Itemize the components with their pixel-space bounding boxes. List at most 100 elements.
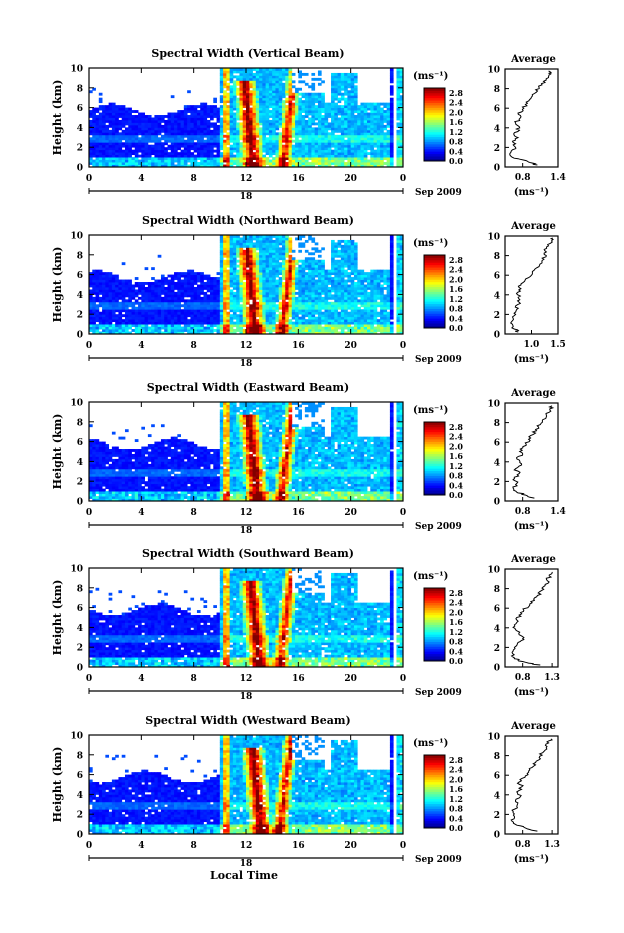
heatmap-cell — [148, 285, 152, 288]
heatmap-cell — [289, 115, 293, 118]
heatmap-cell — [197, 314, 201, 317]
heatmap-cell — [325, 110, 329, 113]
heatmap-cell — [308, 292, 312, 295]
heatmap-cell — [151, 299, 155, 302]
heatmap-cell — [318, 265, 322, 268]
heatmap-cell — [302, 140, 306, 143]
heatmap-cell — [298, 88, 302, 91]
heatmap-cell — [233, 157, 237, 160]
heatmap-cell — [285, 322, 289, 325]
heatmap-cell — [328, 302, 332, 305]
heatmap-cell — [289, 304, 293, 307]
heatmap-cell — [203, 135, 207, 138]
heatmap-cell — [138, 302, 142, 305]
heatmap-cell — [141, 327, 145, 330]
heatmap-cell — [282, 135, 286, 138]
heatmap-cell — [125, 145, 129, 148]
heatmap-cell — [118, 145, 122, 148]
heatmap-cell — [328, 287, 332, 290]
heatmap-cell — [217, 292, 221, 295]
heatmap-cell — [135, 125, 139, 128]
heatmap-cell — [334, 78, 338, 81]
heatmap-cell — [174, 304, 178, 307]
heatmap-cell — [275, 307, 279, 310]
heatmap-cell — [344, 118, 348, 121]
heatmap-cell — [148, 125, 152, 128]
heatmap-cell — [311, 122, 315, 125]
heatmap-cell — [295, 90, 299, 93]
heatmap-cell — [328, 113, 332, 116]
heatmap-cell — [148, 140, 152, 143]
heatmap-cell — [115, 157, 119, 160]
heatmap-cell — [338, 98, 342, 101]
heatmap-cell — [154, 287, 158, 290]
colorbar-tick-label: 2.0 — [449, 107, 463, 117]
heatmap-cell — [298, 280, 302, 283]
heatmap-cell — [275, 100, 279, 103]
heatmap-cell — [236, 314, 240, 317]
heatmap-cell — [380, 162, 384, 165]
heatmap-cell — [302, 147, 306, 150]
heatmap-cell — [311, 145, 315, 148]
heatmap-cell — [331, 145, 335, 148]
heatmap-cell — [295, 98, 299, 101]
heatmap-cell — [370, 152, 374, 155]
heatmap-cell — [259, 100, 263, 103]
heatmap-cell — [311, 267, 315, 270]
heatmap-cell — [347, 135, 351, 138]
heatmap-cell — [328, 155, 332, 158]
heatmap-cell — [125, 280, 129, 283]
heatmap-cell — [292, 309, 296, 312]
heatmap-cell — [99, 160, 103, 163]
heatmap-cell — [298, 267, 302, 270]
heatmap-cell — [99, 302, 103, 305]
heatmap-cell — [217, 118, 221, 121]
heatmap-cell — [233, 307, 237, 310]
heatmap-cell — [269, 247, 273, 250]
heatmap-cell — [177, 297, 181, 300]
heatmap-cell — [203, 125, 207, 128]
heatmap-cell — [318, 110, 322, 113]
heatmap-cell — [275, 327, 279, 330]
heatmap-cell — [220, 140, 224, 143]
heatmap-cell — [171, 135, 175, 138]
heatmap-cell — [99, 314, 103, 317]
heatmap-cell — [92, 324, 96, 327]
heatmap-cell — [396, 137, 400, 140]
heatmap-cell — [154, 304, 158, 307]
heatmap-cell — [318, 93, 322, 96]
heatmap-cell — [292, 80, 296, 83]
heatmap-cell — [174, 287, 178, 290]
heatmap-cell — [203, 275, 207, 278]
heatmap-cell — [200, 115, 204, 118]
heatmap-cell — [331, 127, 335, 130]
heatmap-cell — [168, 289, 172, 292]
heatmap-cell — [184, 277, 188, 280]
heatmap-cell — [285, 282, 289, 285]
heatmap-cell — [259, 277, 263, 280]
heatmap-cell — [145, 118, 149, 121]
heatmap-cell — [184, 130, 188, 133]
heatmap-cell — [351, 118, 355, 121]
heatmap-cell — [295, 267, 299, 270]
heatmap-cell — [311, 282, 315, 285]
heatmap-cell — [161, 285, 165, 288]
heatmap-cell — [374, 120, 378, 123]
heatmap-cell — [99, 115, 103, 118]
heatmap-cell — [184, 314, 188, 317]
heatmap-cell — [298, 113, 302, 116]
heatmap-cell — [325, 150, 329, 153]
heatmap-cell — [305, 302, 309, 305]
heatmap-cell — [181, 118, 185, 121]
heatmap-cell — [275, 240, 279, 243]
heatmap-cell — [115, 110, 119, 113]
heatmap-cell — [164, 157, 168, 160]
heatmap-cell — [256, 297, 260, 300]
heatmap-cell — [158, 287, 162, 290]
heatmap-cell — [226, 277, 230, 280]
heatmap-cell — [285, 245, 289, 248]
heatmap-cell — [302, 160, 306, 163]
heatmap-cell — [272, 257, 276, 260]
heatmap-cell — [269, 292, 273, 295]
heatmap-cell — [338, 105, 342, 108]
